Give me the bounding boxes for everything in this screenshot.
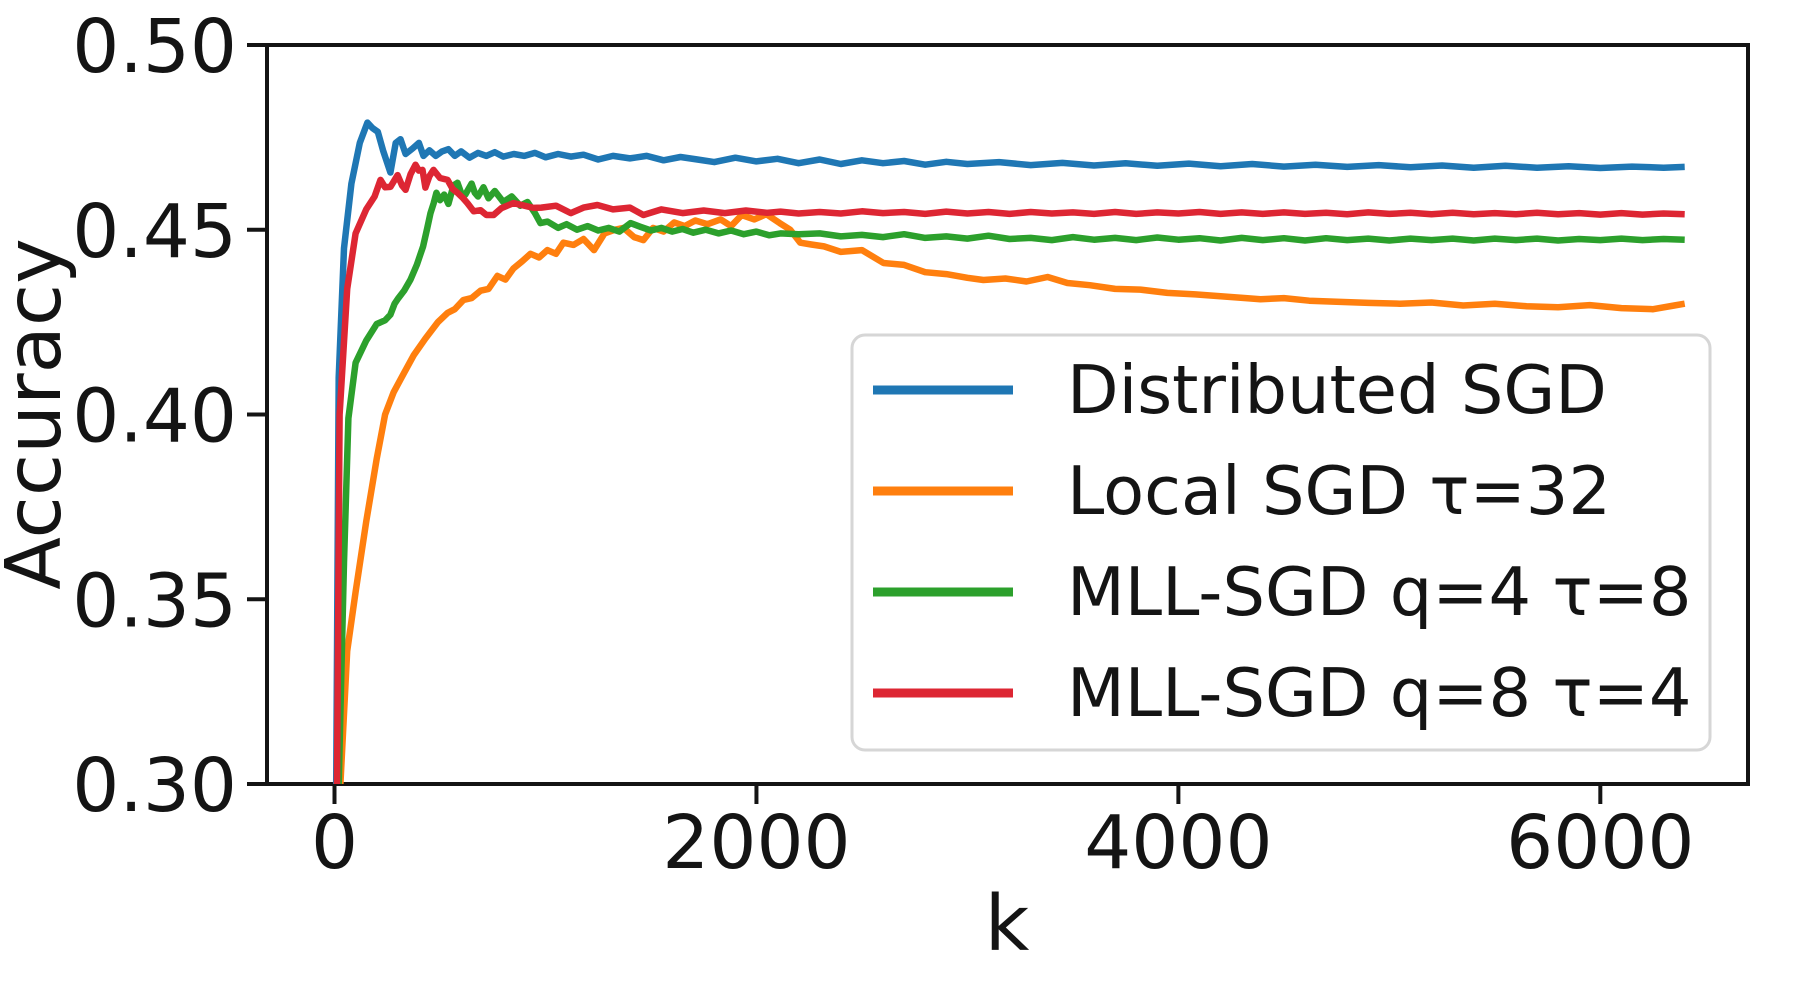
line-distributed-sgd [332, 119, 1685, 784]
legend-label-mll-sgd-q4: MLL-SGD q=4 τ=8 [1067, 553, 1692, 631]
y-tick-label: 0.50 [72, 4, 237, 90]
y-tick-label: 0.30 [72, 743, 237, 829]
x-tick-label: 2000 [662, 800, 850, 886]
x-axis: 0 2000 4000 6000 k [311, 800, 1695, 969]
legend-item: MLL-SGD q=8 τ=4 [873, 654, 1692, 732]
y-tick-label: 0.45 [72, 189, 237, 275]
x-tick-label: 0 [311, 800, 358, 886]
legend-item: MLL-SGD q=4 τ=8 [873, 553, 1692, 631]
line-local-sgd-tau32 [337, 210, 1686, 784]
y-tick-label: 0.40 [72, 374, 237, 460]
legend-label-mll-sgd-q8: MLL-SGD q=8 τ=4 [1067, 654, 1692, 732]
legend-box [850, 333, 1712, 752]
legend-label-distributed-sgd: Distributed SGD [1067, 351, 1607, 429]
line-mll-sgd-q4-tau8 [335, 179, 1685, 784]
legend-item: Local SGD τ=32 [873, 452, 1611, 530]
x-tick-label: 6000 [1506, 800, 1694, 886]
y-tick-label: 0.35 [72, 558, 237, 644]
legend: Distributed SGD Local SGD τ=32 MLL-SGD q… [850, 333, 1712, 752]
x-tick-label: 4000 [1084, 800, 1272, 886]
x-axis-label: k [985, 880, 1030, 969]
line-mll-sgd-q8-tau4 [333, 161, 1685, 784]
x-tick-marks [332, 784, 1603, 804]
y-tick-marks [247, 43, 267, 786]
y-axis-label: Accuracy [0, 238, 79, 590]
series-lines [332, 119, 1686, 784]
y-axis: 0.50 0.45 0.40 0.35 0.30 Accuracy [0, 4, 237, 829]
legend-item: Distributed SGD [873, 351, 1607, 429]
legend-label-local-sgd: Local SGD τ=32 [1067, 452, 1611, 530]
